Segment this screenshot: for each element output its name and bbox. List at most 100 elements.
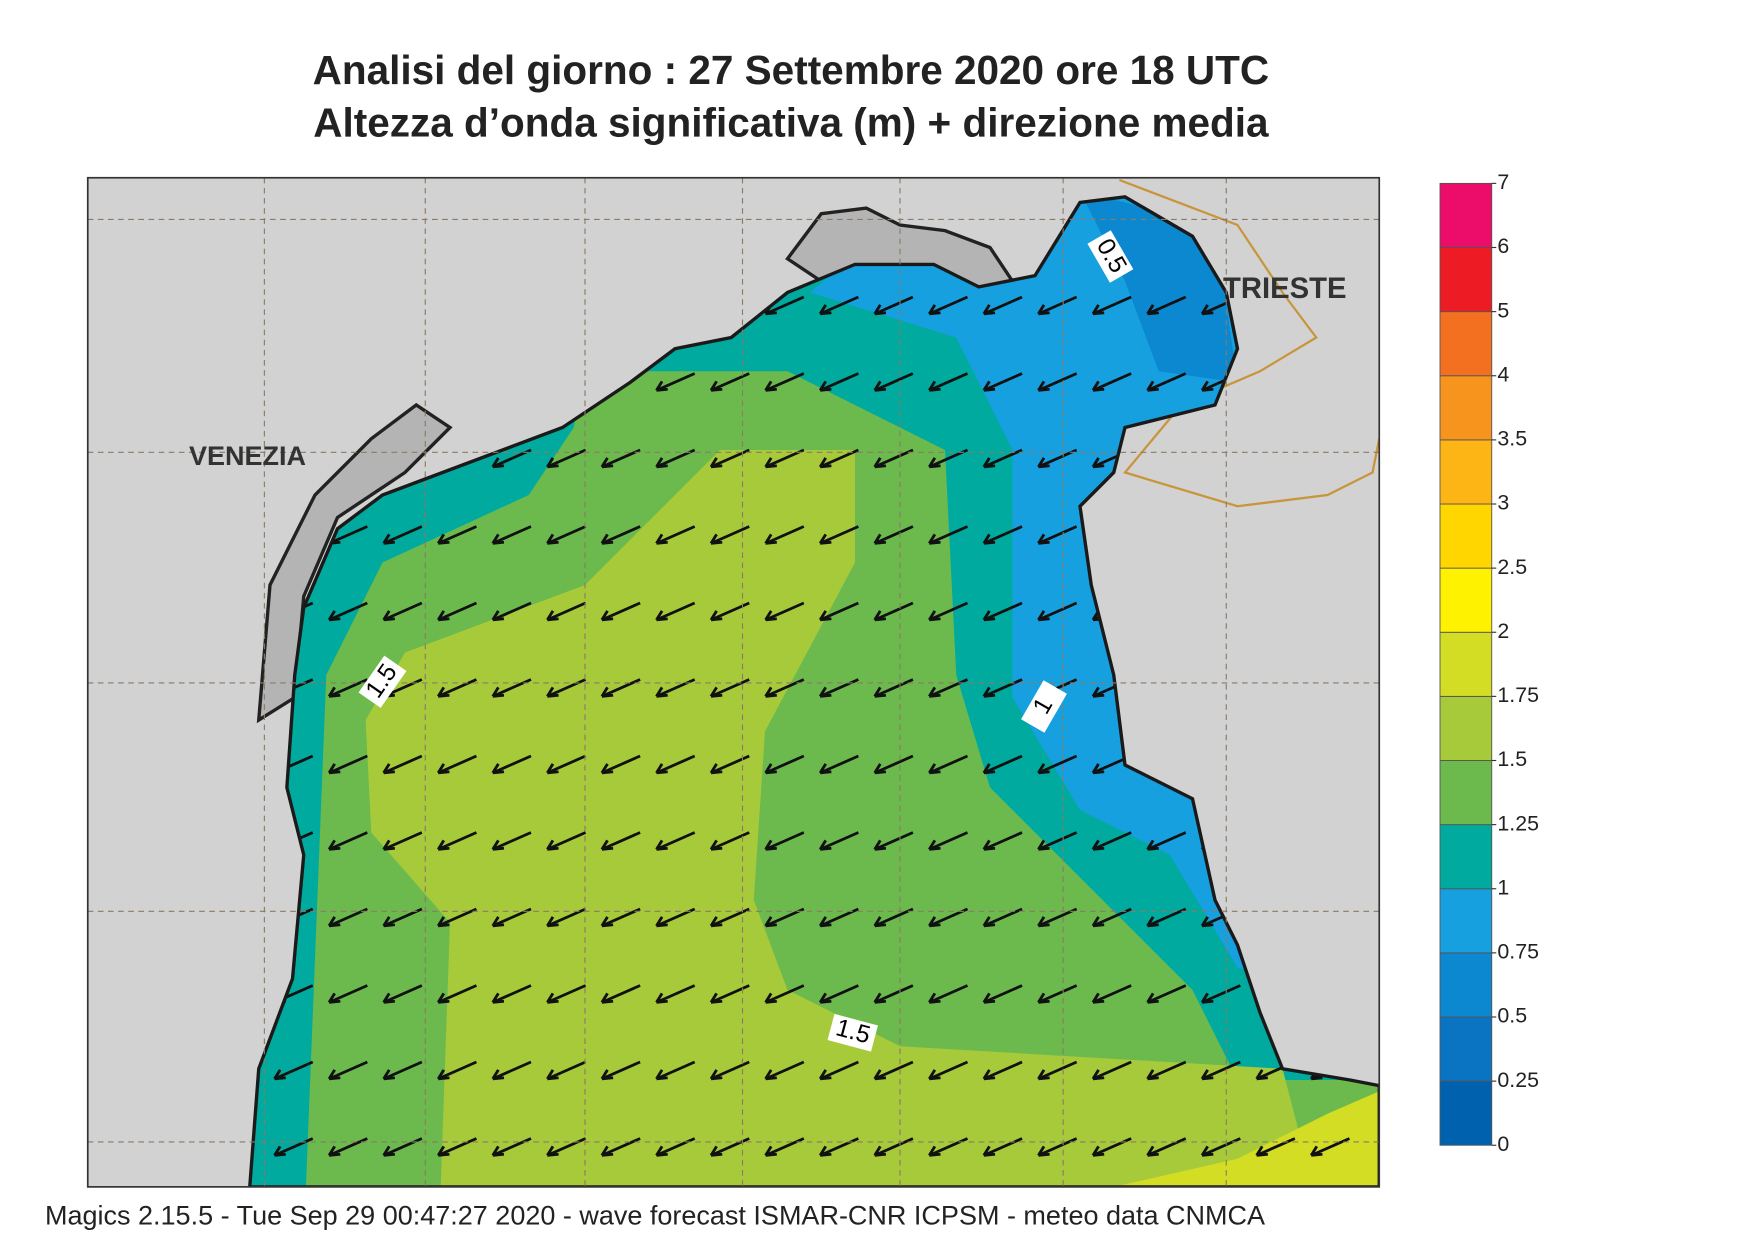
graticule [87,177,1380,1187]
contour-label-bg [358,655,407,708]
arrow [1037,831,1078,851]
arrow [873,984,914,1004]
zone [365,450,1328,1187]
arrow [873,831,914,851]
arrow [928,984,969,1004]
arrow [764,754,805,775]
arrow [382,831,423,851]
arrow [327,754,368,775]
arrow [436,754,478,775]
arrow [655,525,696,545]
arrow [982,907,1023,928]
arrow [928,295,969,316]
arrow [1037,984,1078,1004]
arrow [873,525,914,545]
arrow [982,601,1023,622]
arrow [982,754,1023,775]
arrow [600,984,641,1004]
arrow [491,754,532,775]
arrow [818,601,859,622]
title: Analisi del giorno : 27 Settembre 2020 o… [313,47,1270,93]
colorbar-tick-label: 6 [1497,234,1509,258]
arrow [655,372,696,392]
arrow [873,1137,914,1157]
arrow [1037,754,1078,775]
arrow [491,1060,532,1081]
arrow [928,1060,969,1081]
arrow [818,831,859,851]
arrow [982,448,1023,469]
colorbar-swatch [1439,631,1493,697]
arrow [382,601,423,622]
arrow [327,1137,368,1157]
arrow [764,831,805,851]
arrow [600,1137,641,1157]
arrow [382,754,423,775]
arrow [873,1060,914,1081]
contour-label-bg [1021,680,1067,733]
arrow [546,601,587,622]
colorbar-swatch [1439,1080,1493,1146]
colorbar-swatch [1439,375,1493,441]
arrow [600,1060,641,1081]
colorbar-tick-label: 3 [1497,491,1509,515]
colorbar-swatch [1439,567,1493,633]
arrow [436,1137,478,1157]
arrow [382,1060,423,1081]
colorbar-swatch [1439,760,1493,826]
arrow [818,295,859,316]
place-label: VENEZIA [189,441,306,471]
arrow [818,754,859,775]
frame [86,176,1381,1188]
arrow [982,295,1023,316]
colorbar-swatch [1439,247,1493,313]
arrow [982,984,1023,1004]
arrow [764,372,805,392]
arrow [818,984,859,1004]
arrow [764,525,805,545]
arrow [982,1137,1023,1157]
arrow [928,525,969,545]
arrow [491,831,532,851]
arrow [1146,372,1187,392]
contour-label-bg [1087,230,1134,283]
colorbar-swatch [1439,311,1493,377]
arrow [273,1137,314,1157]
arrow [873,754,914,775]
map [87,177,1380,1187]
arrow [600,754,641,775]
arrow [655,1060,696,1081]
arrow [273,1060,314,1081]
arrow [764,1060,805,1081]
colorbar-swatch [1439,182,1493,248]
arrow [600,907,641,928]
colorbar-tick-label: 1 [1497,875,1509,899]
arrow [873,678,914,698]
arrow [764,601,805,622]
arrow [491,601,532,622]
arrow [436,907,478,928]
arrow [709,1060,750,1081]
arrow [382,525,423,545]
arrow [436,1060,478,1081]
arrow [709,678,750,698]
arrow [546,525,587,545]
colorbar-tick-label: 2.5 [1497,555,1527,579]
arrow [600,831,641,851]
arrow [600,525,641,545]
colorbar-tick-label: 0.25 [1497,1068,1539,1092]
arrow [818,372,859,392]
arrow [600,448,641,469]
colorbar-tick-label: 1.75 [1497,683,1539,707]
place-label: TRIESTE [1223,273,1347,305]
arrow [655,984,696,1004]
arrow [546,754,587,775]
arrow [873,448,914,469]
arrow [600,601,641,622]
colorbar-swatch [1439,888,1493,954]
colorbar-tick-label: 1.25 [1497,811,1539,835]
arrow [436,984,478,1004]
arrow [1091,984,1132,1004]
arrow [1037,601,1078,622]
